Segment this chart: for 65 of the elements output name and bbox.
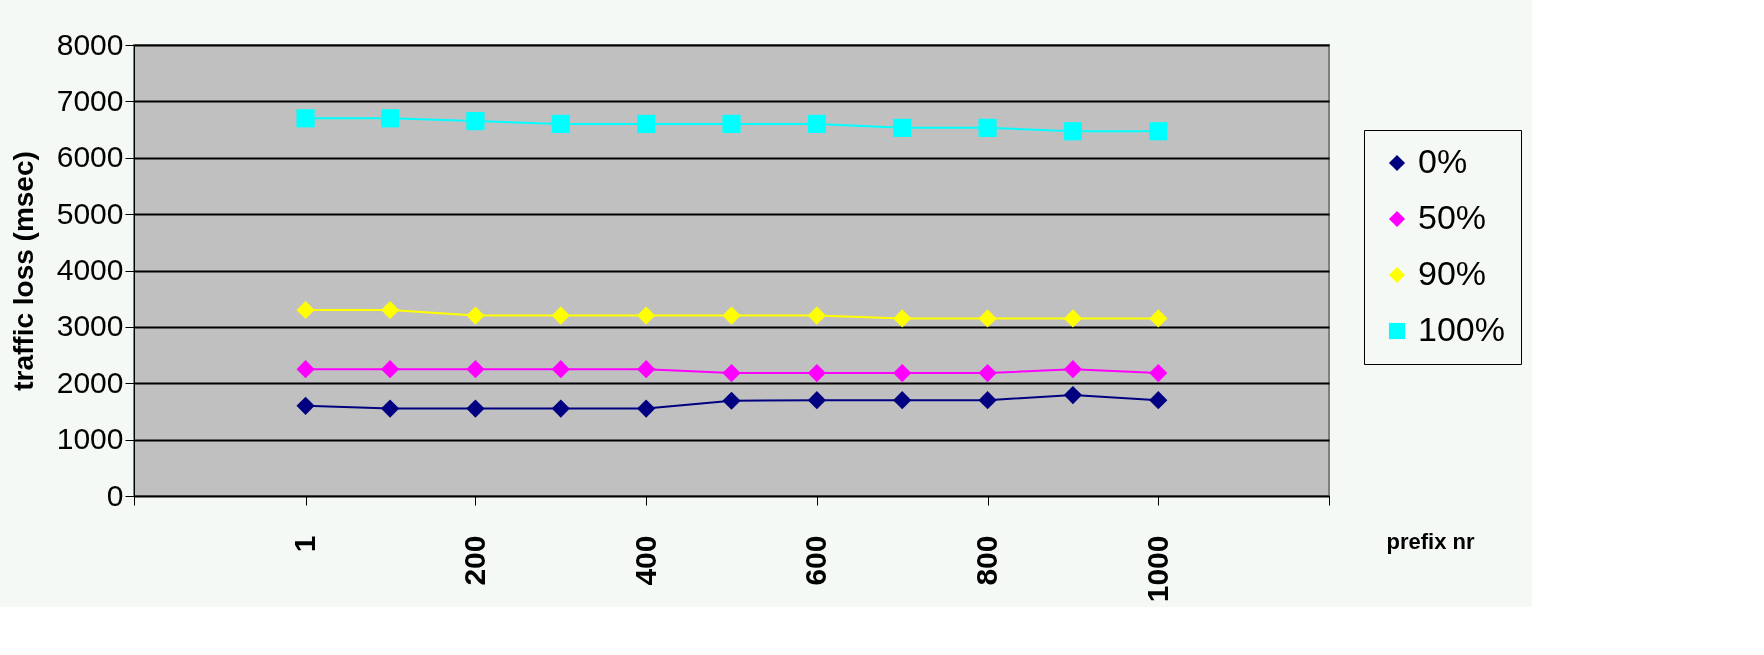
point	[807, 364, 826, 383]
point	[978, 309, 997, 328]
point	[807, 391, 826, 410]
x-tick-label: 1000	[1140, 535, 1174, 603]
point	[807, 306, 826, 325]
point	[380, 360, 400, 379]
x-tick-label: 800	[970, 535, 1004, 586]
legend-label: 0%	[1418, 142, 1468, 180]
point	[1149, 391, 1168, 410]
y-tick-label: 8000	[56, 27, 124, 61]
point	[1063, 122, 1083, 141]
point	[466, 306, 485, 325]
y-tick-label: 6000	[56, 140, 124, 174]
x-axis-title: prefix nr	[1386, 528, 1475, 554]
point	[637, 114, 656, 134]
point	[1149, 309, 1168, 328]
point	[722, 364, 741, 383]
point	[893, 309, 912, 328]
legend-label: 50%	[1418, 198, 1487, 236]
point	[893, 364, 912, 383]
y-tick-label: 0	[106, 478, 124, 512]
point	[466, 399, 485, 418]
point	[1063, 309, 1083, 328]
legend-label: 90%	[1418, 254, 1487, 292]
x-tick-label: 200	[457, 535, 491, 586]
point	[1149, 364, 1168, 383]
point	[380, 300, 400, 320]
point	[893, 391, 912, 410]
point	[1149, 122, 1168, 141]
y-tick-label: 3000	[56, 309, 124, 343]
point	[551, 306, 570, 325]
x-tick-label: 1	[288, 535, 322, 553]
point	[637, 360, 656, 379]
point	[637, 399, 656, 418]
point	[466, 112, 485, 131]
point	[722, 306, 741, 325]
y-tick-label: 2000	[56, 365, 124, 399]
point	[637, 306, 656, 325]
y-tick-label: 5000	[56, 196, 124, 230]
point	[551, 114, 570, 134]
point	[722, 114, 741, 134]
point	[296, 360, 315, 379]
point	[551, 399, 570, 418]
point	[1063, 360, 1083, 379]
y-axis-title: traffic loss (msec)	[7, 151, 39, 391]
point	[466, 360, 485, 379]
y-tick-label: 7000	[56, 83, 124, 117]
point	[380, 399, 400, 418]
y-tick-label: 1000	[56, 422, 124, 456]
point	[380, 109, 400, 128]
point	[893, 118, 912, 137]
legend-label: 100%	[1418, 310, 1505, 348]
point	[722, 391, 741, 410]
point	[296, 300, 315, 320]
point	[807, 114, 826, 134]
point	[978, 391, 997, 410]
x-tick-label: 600	[799, 535, 833, 586]
point	[551, 360, 570, 379]
point	[296, 109, 315, 128]
x-tick-label: 400	[628, 535, 662, 586]
y-tick-label: 4000	[56, 253, 124, 286]
point	[1063, 386, 1083, 405]
point	[978, 364, 997, 383]
point	[296, 396, 315, 415]
point	[978, 118, 997, 137]
